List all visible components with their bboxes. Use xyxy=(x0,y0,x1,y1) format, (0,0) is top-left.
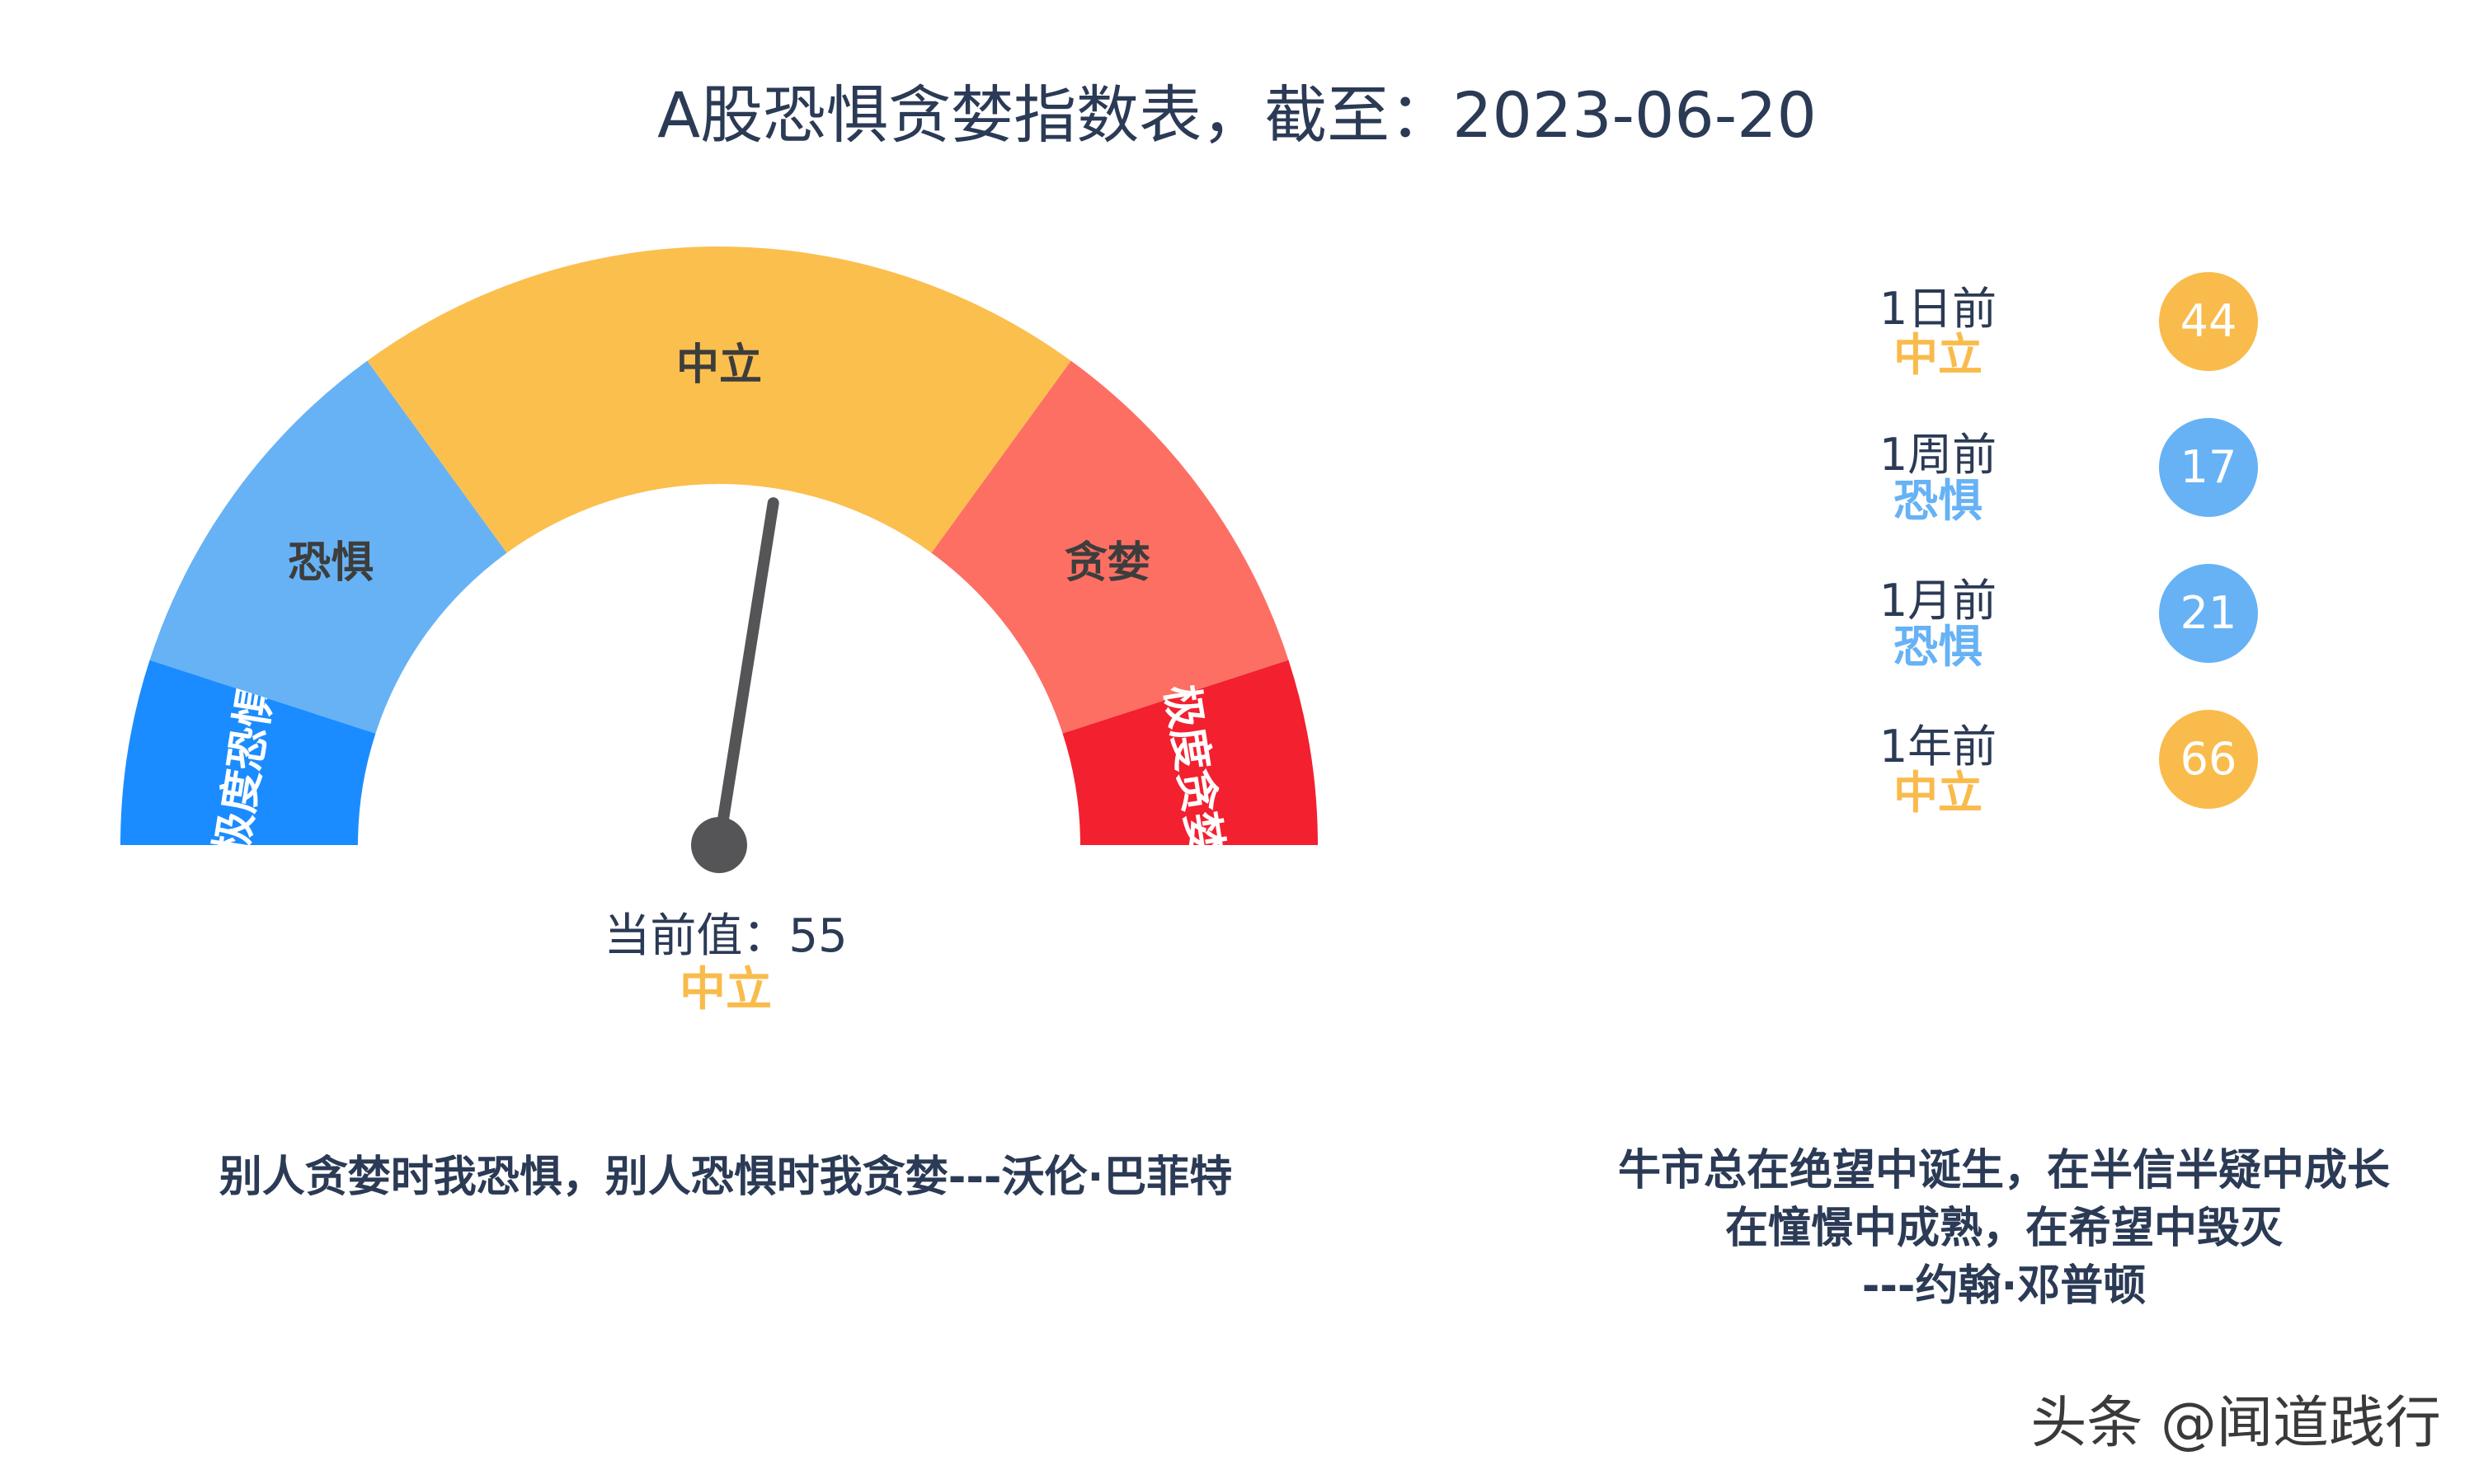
gauge-band-label: 中立 xyxy=(676,340,762,390)
history-level: 恐惧 xyxy=(1893,621,1982,673)
history-period: 1年前 xyxy=(1879,721,1997,773)
gauge-band xyxy=(367,246,1071,553)
gauge-band xyxy=(120,660,376,845)
gauge-needle xyxy=(713,497,779,851)
gauge-band-label: 恐惧 xyxy=(288,538,374,588)
gauge-band xyxy=(1062,660,1318,845)
quote-line: ---约翰·邓普顿 xyxy=(1861,1261,2147,1311)
history-period: 1日前 xyxy=(1879,283,1997,335)
history-level: 恐惧 xyxy=(1893,475,1982,527)
gauge-band-label: 贪婪 xyxy=(1065,538,1150,588)
templeton-quote: 牛市总在绝望中诞生，在半信半疑中成长 在憧憬中成熟，在希望中毁灭 ---约翰·邓… xyxy=(1534,1142,2474,1315)
history-level: 中立 xyxy=(1893,329,1982,381)
current-value-label: 当前值：55 xyxy=(604,909,848,963)
watermark: 头条 @闻道践行 xyxy=(2030,1391,2441,1456)
history-period: 1月前 xyxy=(1879,575,1997,627)
history-level: 中立 xyxy=(1893,767,1982,819)
gauge-band xyxy=(149,360,507,734)
current-level-label: 中立 xyxy=(680,963,772,1017)
gauge-band xyxy=(931,360,1289,734)
history-value-badge: 44 xyxy=(2159,272,2258,371)
chart-title: A股恐惧贪婪指数表，截至：2023-06-20 xyxy=(657,78,1817,152)
quote-line: 牛市总在绝望中诞生，在半信半疑中成长 xyxy=(1617,1146,2390,1195)
history-value-badge: 21 xyxy=(2159,564,2258,663)
buffett-quote: 别人贪婪时我恐惧，别人恐惧时我贪婪---沃伦·巴菲特 xyxy=(219,1153,1233,1202)
history-value-badge: 17 xyxy=(2159,418,2258,517)
history-value-badge: 66 xyxy=(2159,710,2258,809)
gauge-needle-hub xyxy=(691,817,747,873)
quote-line: 在憧憬中成熟，在希望中毁灭 xyxy=(1724,1204,2283,1253)
history-period: 1周前 xyxy=(1879,429,1997,481)
